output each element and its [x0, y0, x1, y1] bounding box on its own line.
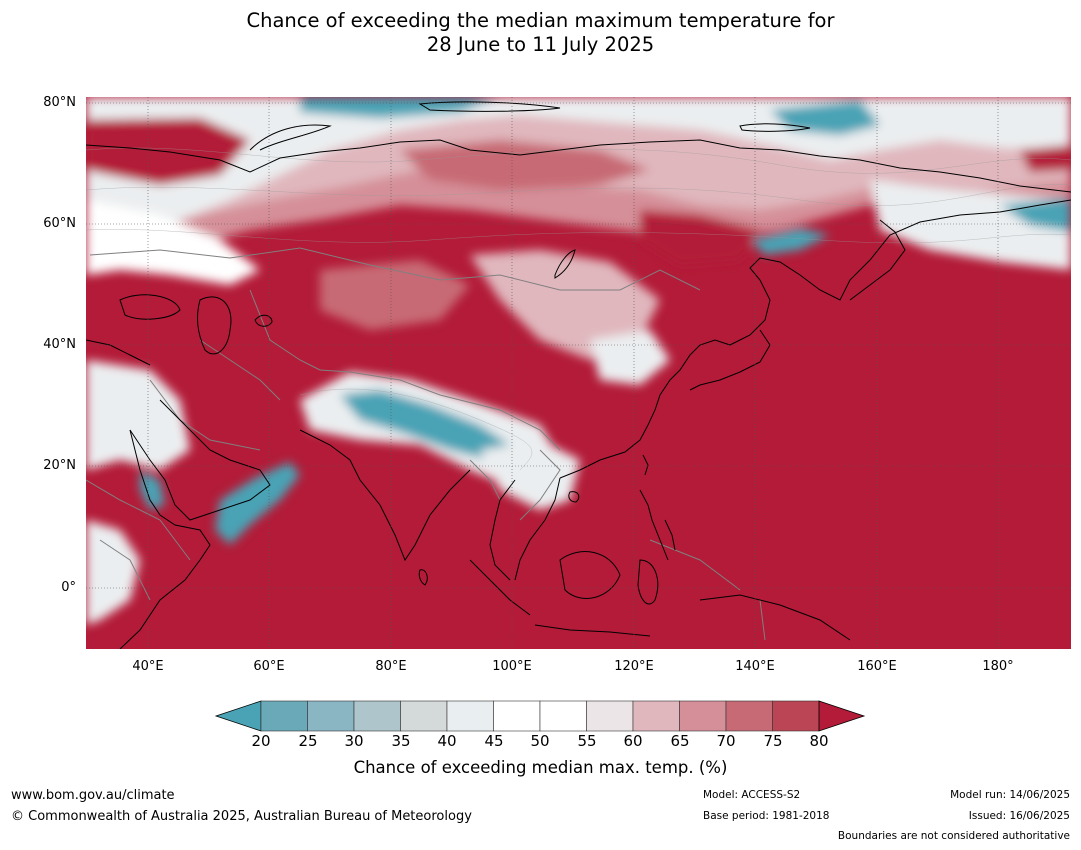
colorbar-swatch [353, 700, 401, 732]
lat-label-40n: 40°N [43, 337, 76, 352]
lon-label-100e: 100°E [492, 659, 532, 674]
map-title: Chance of exceeding the median maximum t… [0, 9, 1081, 57]
colorbar-title: Chance of exceeding median max. temp. (%… [353, 758, 728, 777]
colorbar-tick-35: 35 [391, 732, 411, 750]
colorbar-tick-40: 40 [437, 732, 457, 750]
colorbar-swatch [539, 700, 587, 732]
lon-label-60e: 60°E [253, 659, 285, 674]
colorbar-extend-low [214, 700, 262, 732]
region-tibet-teal [340, 390, 510, 460]
footer-disclaimer: Boundaries are not considered authoritat… [837, 830, 1070, 842]
lon-label-40e: 40°E [132, 659, 164, 674]
title-line-1: Chance of exceeding the median maximum t… [246, 9, 835, 32]
region-arctic-teal-3 [1000, 198, 1071, 232]
colorbar-tick-20: 20 [251, 732, 271, 750]
colorbar-swatch [260, 700, 308, 732]
colorbar-swatch [679, 700, 727, 732]
region-east-red [640, 210, 760, 265]
map-panel [86, 97, 1071, 649]
region-africa-white [86, 520, 140, 625]
colorbar-tick-60: 60 [623, 732, 643, 750]
colorbar [214, 700, 866, 732]
colorbar-tick-75: 75 [763, 732, 783, 750]
colorbar-extend-high [818, 700, 866, 732]
lat-label-60n: 60°N [43, 216, 76, 231]
colorbar-swatch [725, 700, 773, 732]
lon-label-80e: 80°E [375, 659, 407, 674]
graticule [86, 97, 1071, 649]
colorbar-swatch [400, 700, 448, 732]
region-red-sea-teal [140, 470, 165, 510]
colorbar-swatch [446, 700, 494, 732]
region-far-east-white [870, 180, 1071, 270]
colorbar-tick-80: 80 [809, 732, 829, 750]
region-north-white [86, 97, 1071, 252]
footer-model: Model: ACCESS-S2 [703, 789, 801, 801]
probability-fields [86, 97, 1071, 625]
colorbar-tick-50: 50 [530, 732, 550, 750]
region-north-red-2 [400, 140, 650, 190]
region-arabian-sea-teal [215, 462, 300, 545]
footer-website-link[interactable]: www.bom.gov.au/climate [11, 788, 175, 803]
colorbar-tick-30: 30 [344, 732, 364, 750]
region-siberia-mid [320, 260, 470, 330]
footer-copyright: © Commonwealth of Australia 2025, Austra… [11, 809, 472, 824]
region-siberia-pink [470, 250, 660, 360]
lon-label-180: 180° [982, 659, 1014, 674]
lat-label-80n: 80°N [43, 95, 76, 110]
country-borders [86, 247, 766, 641]
colorbar-tick-70: 70 [716, 732, 736, 750]
region-arabia-white [86, 360, 190, 470]
colorbar-tick-25: 25 [298, 732, 318, 750]
lon-label-120e: 120°E [614, 659, 654, 674]
colorbar-swatch [772, 700, 820, 732]
coastlines [86, 101, 1071, 649]
region-north-white-2 [86, 200, 260, 285]
colorbar-tick-65: 65 [670, 732, 690, 750]
footer-issued: Issued: 16/06/2025 [968, 810, 1070, 822]
lat-label-0: 0° [61, 580, 76, 595]
lon-label-160e: 160°E [857, 659, 897, 674]
title-line-2: 28 June to 11 July 2025 [426, 33, 655, 56]
colorbar-swatch [586, 700, 634, 732]
colorbar-swatch [307, 700, 355, 732]
lat-label-20n: 20°N [43, 458, 76, 473]
region-china-white [590, 330, 670, 385]
region-okhotsk-teal [750, 228, 830, 255]
colorbar-swatch [493, 700, 541, 732]
colorbar-tick-55: 55 [577, 732, 597, 750]
contour-lines [86, 147, 1071, 471]
lon-label-140e: 140°E [735, 659, 775, 674]
colorbar-swatch [632, 700, 680, 732]
colorbar-tick-45: 45 [484, 732, 504, 750]
footer-base-period: Base period: 1981-2018 [703, 810, 830, 822]
footer-model-run: Model run: 14/06/2025 [950, 789, 1070, 801]
